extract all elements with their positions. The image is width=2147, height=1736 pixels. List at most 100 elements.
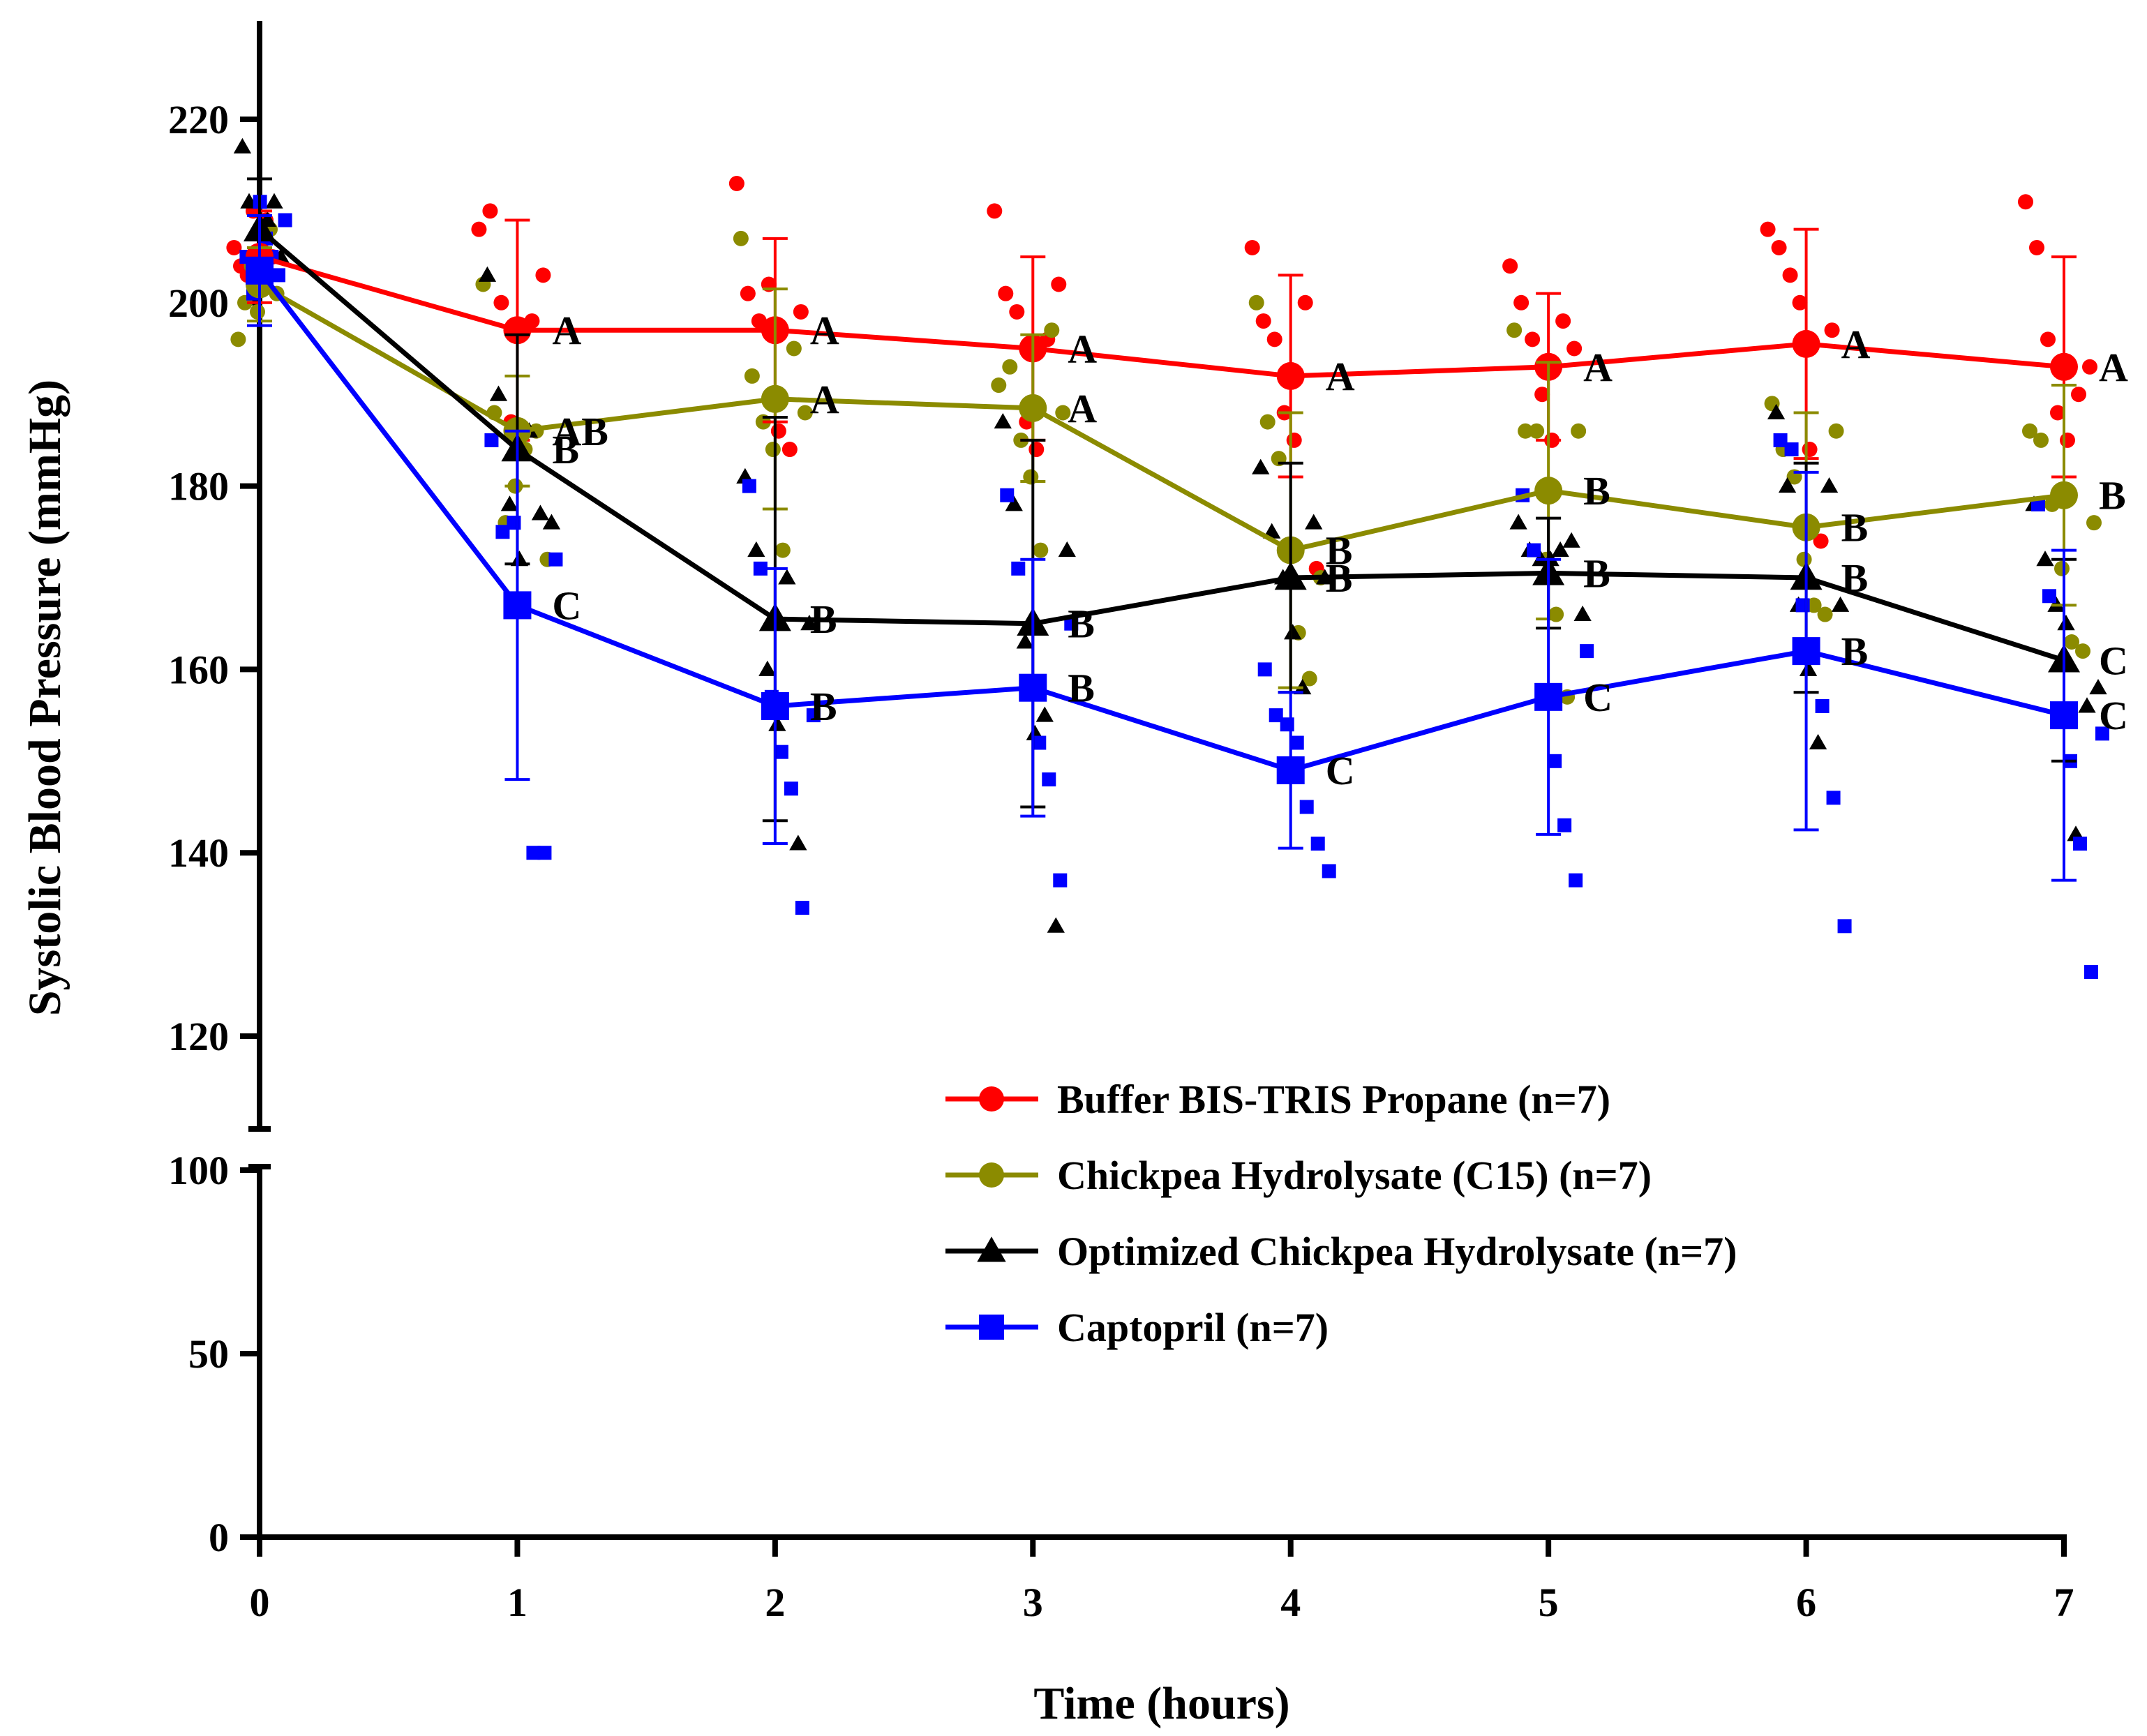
scatter-point [2057,615,2075,631]
significance-letter: A [1326,354,1355,399]
legend-marker [979,1086,1004,1112]
scatter-point [1529,423,1545,439]
series-group [246,246,2078,689]
scatter-point [806,708,821,723]
scatter-point [2095,726,2109,741]
mean-marker [1019,394,1047,422]
scatter-point [482,203,498,219]
significance-letter: B [1068,601,1095,647]
scatter-point [493,294,509,310]
scatter-point [1527,543,1541,558]
scatter-point [531,504,550,521]
significance-letter: C [2099,693,2128,738]
scatter-point [537,846,552,860]
scatter-point [230,331,246,347]
scatter-point [768,715,786,731]
scatter-point [1033,542,1049,558]
scatter-point [2078,697,2096,713]
mean-marker [503,591,532,620]
mean-marker [1276,361,1305,390]
legend-marker [979,1162,1004,1188]
scatter-point [233,137,252,154]
scatter-point [1257,662,1272,677]
x-tick-label: 7 [2054,1580,2074,1625]
scatter-point [765,442,781,458]
significance-letter: A [1583,345,1613,390]
scatter-point [1782,267,1798,283]
scatter-point [1573,605,1592,622]
scatter-point [2042,589,2056,604]
scatter-point [1828,423,1844,439]
x-tick-label: 6 [1796,1580,1816,1625]
scatter-point [500,495,519,511]
scatter-point [1792,294,1808,310]
scatter-point [1509,514,1527,530]
mean-marker [1534,682,1563,711]
significance-letter: B [1841,629,1869,674]
significance-letter: C [1583,675,1613,720]
scatter-point [478,266,497,282]
significance-letter: B [1583,468,1610,514]
scatter-point [2084,965,2098,980]
scatter-point [1778,477,1797,493]
series-line [257,227,2065,663]
scatter-point [1837,919,1852,934]
significance-letter: B [1326,528,1353,574]
scatter-point [1051,276,1067,292]
scatter-point [1002,359,1018,375]
x-tick-label: 0 [250,1580,270,1625]
scatter-point [797,405,813,421]
scatter-point [2054,560,2070,576]
scatter-point [2073,837,2087,851]
scatter-point [733,230,749,246]
scatter-point [740,285,756,301]
scatter-point [1301,671,1317,687]
scatter-point [1011,561,1026,576]
scatter-point [742,479,756,493]
y-tick-label: 120 [168,1014,229,1059]
y-tick-label: 160 [168,647,229,692]
scatter-point [991,377,1007,394]
scatter-point [489,385,508,401]
scatter-point [484,433,499,447]
series-group [244,177,2080,823]
scatter-point [1005,495,1023,511]
legend-label: Optimized Chickpea Hydrolysate (n=7) [1057,1229,1737,1274]
y-tick-label: 140 [168,830,229,876]
scatter-point [1322,864,1336,878]
scatter-point [1289,735,1304,750]
scatter-point [1269,708,1283,723]
significance-letter: B [552,427,579,472]
scatter-point [265,193,283,209]
scatter-point [793,304,809,320]
scatter-point [778,569,796,585]
scatter-point [1299,800,1314,814]
scatter-point [1297,294,1313,310]
scatter-point [526,846,541,860]
scatter-point [1784,442,1799,457]
significance-letter: A [2099,345,2128,390]
scatter-point [1815,698,1830,713]
scatter-point [542,514,561,530]
scatter-point [987,203,1003,219]
y-tick-label: 0 [209,1515,229,1560]
significance-letter: C [2099,638,2128,683]
scatter-point [2033,432,2049,448]
scatter-point [786,341,802,357]
significance-letter: A [552,308,581,353]
scatter-point [1555,313,1571,329]
scatter-point [781,442,798,458]
mean-marker [503,316,532,345]
scatter-point [1255,313,1271,329]
scatter-point [1799,660,1818,676]
scatter-point [789,835,807,851]
scatter-point [1000,488,1015,502]
scatter-point [1817,606,1833,622]
legend: Buffer BIS-TRIS Propane (n=7) Chickpea Hy… [945,1077,1737,1350]
scatter-point [2086,515,2102,531]
scatter-point [1809,733,1827,750]
scatter-point [753,561,768,576]
scatter-point [1009,304,1025,320]
